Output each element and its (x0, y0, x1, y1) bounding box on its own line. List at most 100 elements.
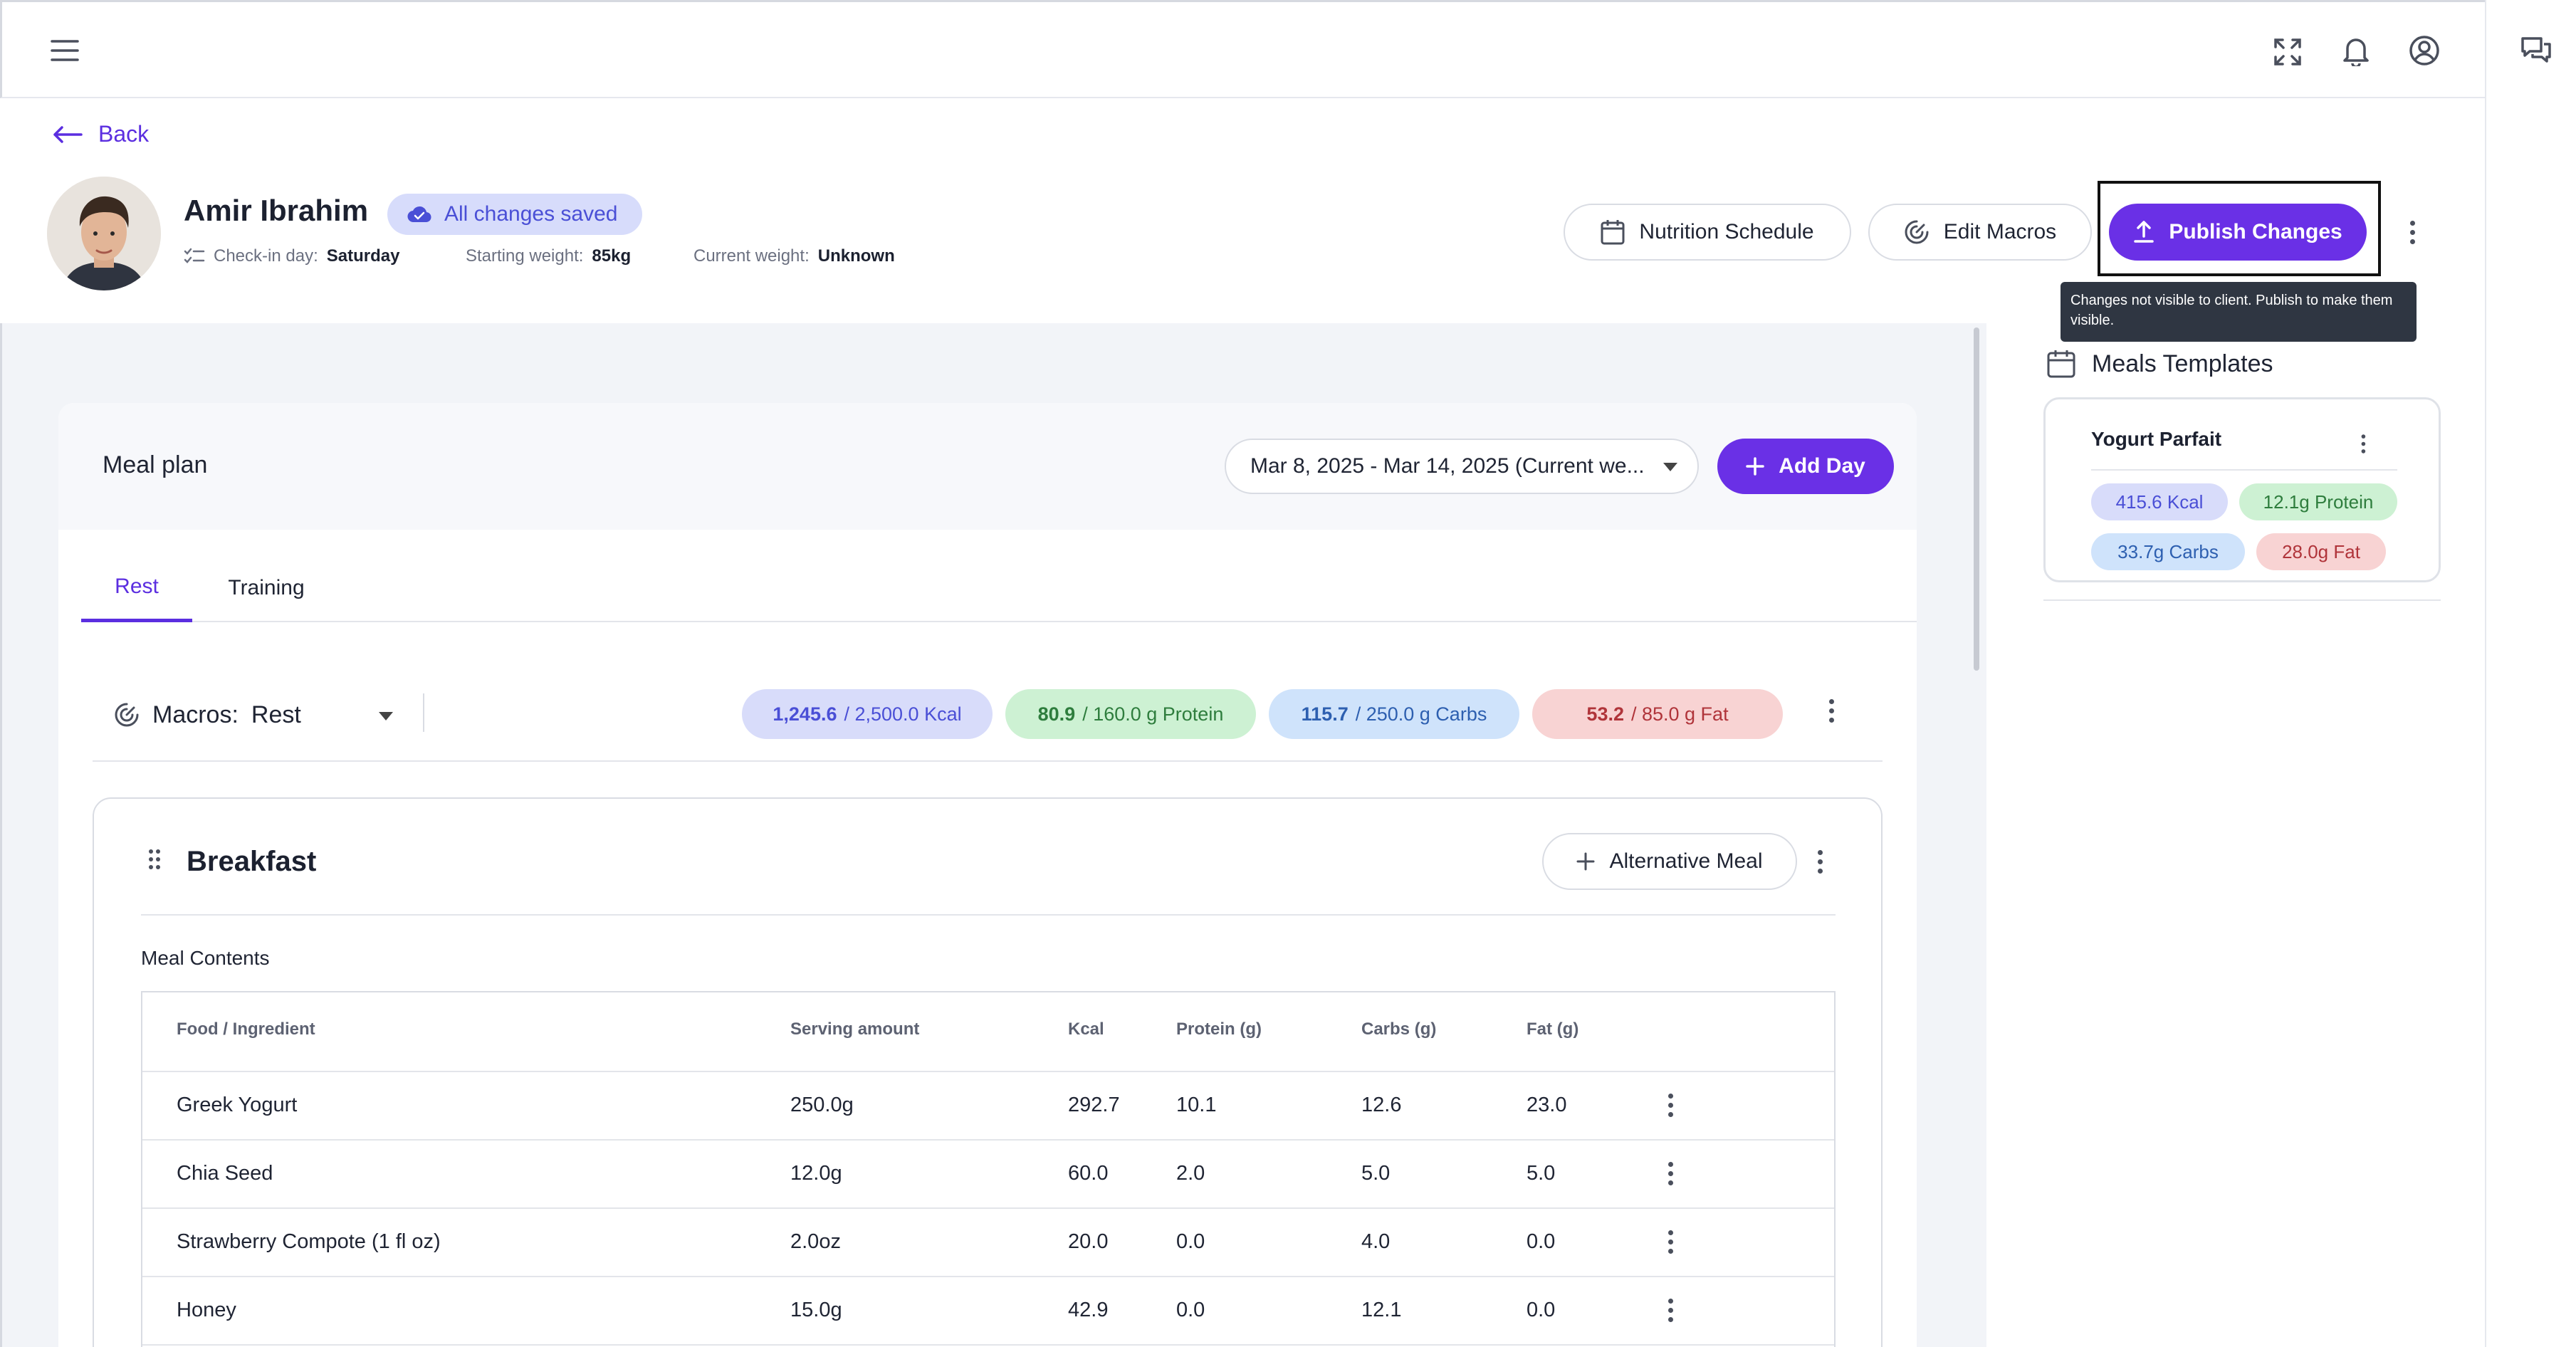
carbs-value: 12.1 (1361, 1299, 1402, 1321)
back-link[interactable]: Back (53, 121, 149, 147)
row-more-icon[interactable] (1666, 1162, 1675, 1185)
divider (141, 914, 1836, 916)
row-more-icon[interactable] (1666, 1230, 1675, 1254)
macros-select-label: Macros: (152, 701, 239, 728)
column-header: Serving amount (790, 1020, 920, 1039)
add-day-button[interactable]: Add Day (1717, 439, 1894, 494)
meal-templates-heading: Meals Templates (2046, 349, 2273, 379)
fat-target: / 85.0 g Fat (1630, 703, 1729, 725)
week-select[interactable]: Mar 8, 2025 - Mar 14, 2025 (Current we..… (1225, 439, 1699, 494)
column-header: Carbs (g) (1361, 1020, 1437, 1039)
edit-macros-label: Edit Macros (1943, 220, 2057, 243)
kcal-current: 1,245.6 (773, 703, 837, 725)
protein-value: 0.0 (1176, 1230, 1205, 1253)
hamburger-menu-icon[interactable] (42, 28, 88, 73)
macros-more-icon[interactable] (1827, 699, 1836, 723)
back-label: Back (98, 121, 150, 147)
chevron-down-icon (379, 712, 393, 720)
tab-training-label: Training (228, 576, 305, 599)
table-row[interactable]: Greek Yogurt 250.0g 292.7 10.1 12.6 23.0 (142, 1071, 1834, 1139)
fat-pill: 53.2 / 85.0 g Fat (1532, 689, 1783, 739)
tab-rest-label: Rest (115, 574, 159, 598)
template-more-icon[interactable] (2360, 434, 2367, 454)
kcal-value: 292.7 (1068, 1094, 1120, 1116)
serving-amount: 15.0g (790, 1299, 842, 1321)
template-card[interactable]: Yogurt Parfait 415.6 Kcal 12.1g Protein … (2043, 397, 2441, 582)
fat-value: 0.0 (1527, 1299, 1556, 1321)
column-header: Fat (g) (1527, 1020, 1579, 1039)
meal-more-icon[interactable] (1816, 850, 1824, 874)
upload-icon (2134, 221, 2154, 243)
publish-changes-label: Publish Changes (2169, 220, 2342, 243)
save-status-badge: All changes saved (387, 194, 642, 235)
food-name: Strawberry Compote (1 fl oz) (177, 1230, 441, 1253)
table-row[interactable]: Strawberry Compote (1 fl oz) 2.0oz 20.0 … (142, 1207, 1834, 1276)
table-row[interactable]: Honey 15.0g 42.9 0.0 12.1 0.0 (142, 1276, 1834, 1344)
serving-amount: 12.0g (790, 1162, 842, 1185)
protein-value: 10.1 (1176, 1094, 1217, 1116)
plus-icon (1576, 852, 1595, 871)
top-bar (0, 0, 2485, 98)
carbs-current: 115.7 (1301, 703, 1349, 725)
checkin-info: Check-in day: Saturday (184, 246, 399, 266)
meal-contents-label: Meal Contents (141, 947, 270, 969)
tab-training[interactable]: Training (204, 554, 329, 622)
add-day-label: Add Day (1779, 454, 1865, 478)
food-name: Chia Seed (177, 1162, 273, 1185)
arrow-left-icon (53, 125, 83, 143)
starting-weight-label: Starting weight: (466, 246, 584, 266)
divider (2091, 469, 2397, 471)
kcal-value: 42.9 (1068, 1299, 1109, 1321)
kcal-value: 20.0 (1068, 1230, 1109, 1253)
chevron-down-icon (1663, 463, 1677, 471)
table-row[interactable]: Chia Seed 12.0g 60.0 2.0 5.0 5.0 (142, 1139, 1834, 1207)
macros-summary: Macros: Rest 1,245.6 / 2,500.0 Kcal 80.9… (93, 674, 1883, 762)
header-more-icon[interactable] (2408, 221, 2417, 244)
nutrition-schedule-label: Nutrition Schedule (1639, 220, 1814, 243)
fullscreen-icon[interactable] (2265, 29, 2310, 75)
alternative-meal-button[interactable]: Alternative Meal (1542, 833, 1797, 890)
food-name: Honey (177, 1299, 236, 1321)
meal-plan-panel: Meal plan Mar 8, 2025 - Mar 14, 2025 (Cu… (58, 403, 1917, 1347)
main-scrollbar[interactable] (1974, 327, 1979, 671)
chat-icon[interactable] (2513, 27, 2559, 73)
tab-rest[interactable]: Rest (81, 554, 192, 622)
protein-target: / 160.0 g Protein (1082, 703, 1224, 725)
week-select-value: Mar 8, 2025 - Mar 14, 2025 (Current we..… (1250, 454, 1645, 478)
row-more-icon[interactable] (1666, 1299, 1675, 1322)
plus-icon (1746, 457, 1764, 476)
meal-templates-title: Meals Templates (2092, 350, 2273, 377)
macros-select[interactable]: Macros: Rest (114, 691, 413, 739)
calendar-icon (1601, 220, 1625, 245)
publish-changes-button[interactable]: Publish Changes (2109, 204, 2367, 261)
ingredients-table: Food / Ingredient Serving amount Kcal Pr… (141, 991, 1836, 1347)
row-more-icon[interactable] (1666, 1094, 1675, 1117)
alternative-meal-label: Alternative Meal (1609, 849, 1763, 873)
checklist-icon (184, 248, 205, 263)
edit-macros-button[interactable]: Edit Macros (1868, 204, 2092, 261)
account-icon[interactable] (2402, 28, 2447, 73)
divider (2043, 599, 2441, 601)
column-header: Kcal (1068, 1020, 1104, 1039)
macros-gauge-icon (1905, 220, 1929, 244)
carbs-value: 5.0 (1361, 1162, 1391, 1185)
template-kcal-pill: 415.6 Kcal (2091, 483, 2228, 520)
serving-amount: 2.0oz (790, 1230, 841, 1253)
carbs-value: 4.0 (1361, 1230, 1391, 1253)
carbs-value: 12.6 (1361, 1094, 1402, 1116)
macros-gauge-icon (115, 703, 139, 727)
kcal-pill: 1,245.6 / 2,500.0 Kcal (742, 689, 993, 739)
protein-current: 80.9 (1037, 703, 1076, 725)
food-name: Greek Yogurt (177, 1094, 298, 1116)
column-header: Protein (g) (1176, 1020, 1262, 1039)
nutrition-schedule-button[interactable]: Nutrition Schedule (1564, 204, 1851, 261)
macros-select-value: Rest (251, 701, 301, 728)
drag-handle-icon[interactable] (148, 849, 161, 870)
bell-icon[interactable] (2333, 28, 2379, 73)
fat-value: 0.0 (1527, 1230, 1556, 1253)
calendar-icon (2047, 350, 2075, 378)
protein-pill: 80.9 / 160.0 g Protein (1005, 689, 1256, 739)
publish-tooltip: Changes not visible to client. Publish t… (2061, 282, 2417, 342)
save-status-text: All changes saved (444, 202, 618, 226)
starting-weight-value: 85kg (592, 246, 632, 266)
